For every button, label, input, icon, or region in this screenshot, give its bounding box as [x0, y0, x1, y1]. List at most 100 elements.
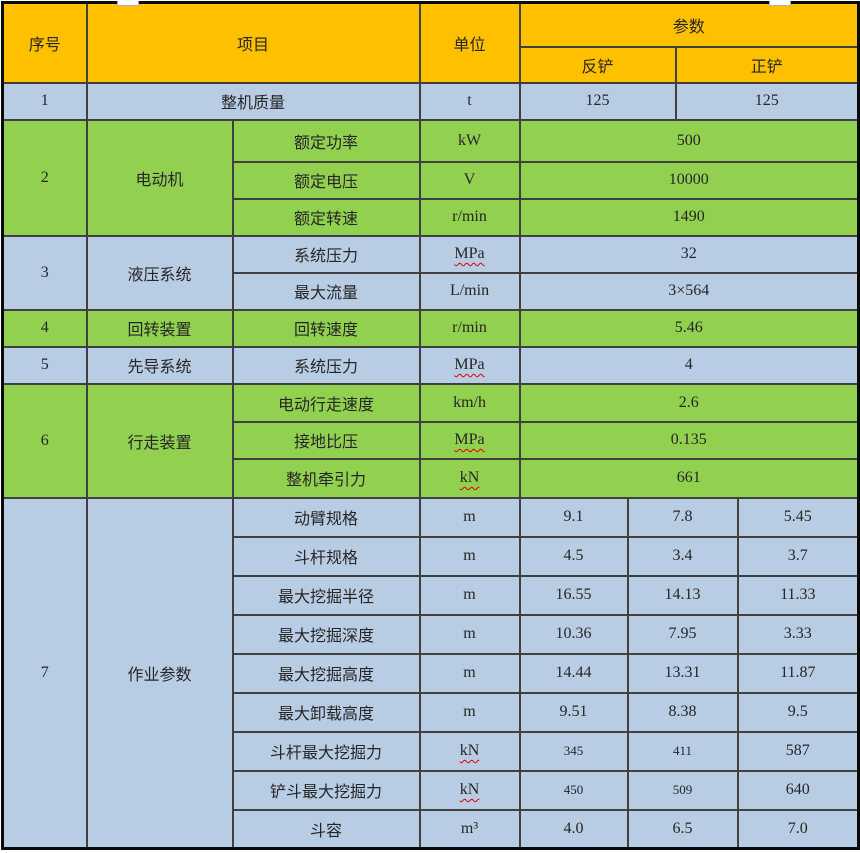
unit-cell: MPa	[418, 234, 521, 274]
value-cell: 32	[518, 234, 860, 274]
value-cell: 3.7	[736, 535, 860, 577]
unit-cell: km/h	[418, 382, 521, 423]
item-cell: 系统压力	[231, 234, 421, 274]
value-cell: 11.87	[736, 652, 860, 694]
header-backhoe: 反铲	[518, 45, 677, 84]
serial-cell: 4	[1, 308, 88, 348]
value-cell: 10000	[518, 160, 860, 200]
value-cell: 5.46	[518, 308, 860, 348]
item-cell: 最大挖掘深度	[231, 613, 421, 655]
item-cell: 最大流量	[231, 271, 421, 311]
value-cell: 11.33	[736, 574, 860, 616]
value-cell: 345	[518, 730, 629, 772]
serial-cell: 7	[1, 496, 88, 850]
header-item: 项目	[85, 1, 421, 84]
value-cell: 16.55	[518, 574, 629, 616]
value-cell: 9.5	[736, 691, 860, 733]
header-params: 参数	[518, 1, 860, 48]
unit-cell: r/min	[418, 308, 521, 348]
unit-cell: m	[418, 652, 521, 694]
unit-cell: MPa	[418, 345, 521, 385]
item-cell: 接地比压	[231, 420, 421, 460]
value-cell: 4.0	[518, 808, 629, 850]
value-cell: 0.135	[518, 420, 860, 460]
item-cell: 铲斗最大挖掘力	[231, 769, 421, 811]
unit-cell: t	[418, 81, 521, 121]
unit-cell: r/min	[418, 197, 521, 237]
value-cell: 509	[626, 769, 739, 811]
serial-cell: 2	[1, 118, 88, 237]
unit-cell: m³	[418, 808, 521, 850]
unit-cell: kN	[418, 769, 521, 811]
value-cell: 7.0	[736, 808, 860, 850]
group-cell: 液压系统	[85, 234, 234, 311]
unit-cell: kW	[418, 118, 521, 163]
group-cell: 行走装置	[85, 382, 234, 499]
unit-cell: kN	[418, 457, 521, 499]
value-cell: 7.95	[626, 613, 739, 655]
unit-cell: V	[418, 160, 521, 200]
value-cell-front: 125	[674, 81, 860, 121]
value-cell: 2.6	[518, 382, 860, 423]
value-cell: 4	[518, 345, 860, 385]
value-cell: 3.33	[736, 613, 860, 655]
serial-cell: 6	[1, 382, 88, 499]
header-unit: 单位	[418, 1, 521, 84]
value-cell: 7.8	[626, 496, 739, 538]
value-cell: 500	[518, 118, 860, 163]
unit-text: kN	[459, 469, 480, 486]
value-cell-backhoe: 125	[518, 81, 677, 121]
group-cell: 回转装置	[85, 308, 234, 348]
item-cell: 电动行走速度	[231, 382, 421, 423]
unit-text: kN	[459, 781, 480, 798]
screenshot-edge-artifact	[769, 1, 791, 6]
value-cell: 587	[736, 730, 860, 772]
item-cell: 回转速度	[231, 308, 421, 348]
value-cell: 661	[518, 457, 860, 499]
unit-cell: m	[418, 613, 521, 655]
value-cell: 450	[518, 769, 629, 811]
value-cell: 10.36	[518, 613, 629, 655]
item-cell: 斗杆规格	[231, 535, 421, 577]
value-cell: 411	[626, 730, 739, 772]
unit-cell: m	[418, 574, 521, 616]
unit-cell: kN	[418, 730, 521, 772]
value-cell: 4.5	[518, 535, 629, 577]
group-cell: 作业参数	[85, 496, 234, 850]
serial-cell: 1	[1, 81, 88, 121]
screenshot-edge-artifact	[117, 1, 139, 6]
serial-cell: 3	[1, 234, 88, 311]
item-cell: 整机质量	[85, 81, 421, 121]
value-cell: 9.1	[518, 496, 629, 538]
group-cell: 电动机	[85, 118, 234, 237]
unit-cell: m	[418, 496, 521, 538]
value-cell: 640	[736, 769, 860, 811]
header-serial: 序号	[1, 1, 88, 84]
item-cell: 额定转速	[231, 197, 421, 237]
value-cell: 8.38	[626, 691, 739, 733]
value-cell: 9.51	[518, 691, 629, 733]
item-cell: 整机牵引力	[231, 457, 421, 499]
unit-cell: MPa	[418, 420, 521, 460]
item-cell: 额定功率	[231, 118, 421, 163]
value-cell: 5.45	[736, 496, 860, 538]
group-cell: 先导系统	[85, 345, 234, 385]
item-cell: 最大卸载高度	[231, 691, 421, 733]
unit-cell: L/min	[418, 271, 521, 311]
unit-text: kN	[459, 742, 480, 759]
item-cell: 动臂规格	[231, 496, 421, 538]
unit-cell: m	[418, 535, 521, 577]
item-cell: 最大挖掘高度	[231, 652, 421, 694]
unit-cell: m	[418, 691, 521, 733]
value-cell: 14.44	[518, 652, 629, 694]
serial-cell: 5	[1, 345, 88, 385]
item-cell: 额定电压	[231, 160, 421, 200]
item-cell: 系统压力	[231, 345, 421, 385]
unit-text: MPa	[454, 245, 485, 262]
value-cell: 13.31	[626, 652, 739, 694]
header-front-shovel: 正铲	[674, 45, 860, 84]
value-cell: 1490	[518, 197, 860, 237]
unit-text: MPa	[454, 356, 485, 373]
value-cell: 14.13	[626, 574, 739, 616]
